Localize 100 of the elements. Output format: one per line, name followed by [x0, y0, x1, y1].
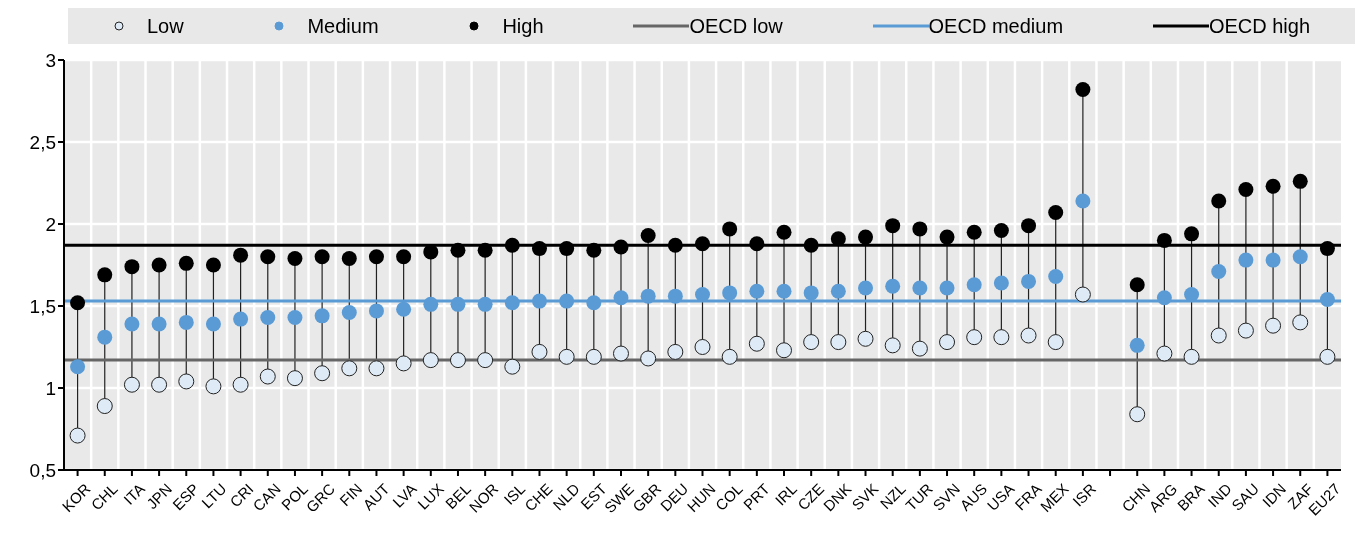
- point: [1020, 327, 1037, 344]
- y-tick-label: 2: [45, 213, 56, 235]
- point: [1047, 334, 1064, 351]
- point: [396, 301, 412, 317]
- point: [1075, 82, 1091, 98]
- y-tick-label: 0,5: [29, 459, 56, 481]
- point: [857, 330, 874, 347]
- point: [966, 277, 982, 293]
- point: [314, 249, 330, 265]
- point: [939, 334, 956, 351]
- legend-label: OECD medium: [928, 14, 1064, 38]
- point: [504, 358, 521, 375]
- y-tick-label: 2,5: [29, 131, 56, 153]
- point: [1265, 178, 1281, 194]
- point: [531, 343, 548, 360]
- point: [776, 283, 792, 299]
- point: [1129, 337, 1145, 353]
- point: [558, 348, 575, 365]
- point: [776, 342, 793, 359]
- point: [694, 339, 711, 355]
- point: [1184, 226, 1200, 242]
- point: [613, 290, 629, 306]
- point: [1021, 273, 1037, 289]
- point: [748, 335, 765, 352]
- point: [776, 224, 792, 240]
- point: [504, 237, 520, 253]
- legend-label: Low: [146, 14, 184, 38]
- point: [911, 340, 928, 357]
- point: [1021, 218, 1037, 234]
- point: [830, 283, 846, 299]
- point: [368, 249, 384, 265]
- point: [1075, 193, 1091, 209]
- point: [178, 373, 195, 390]
- point: [477, 352, 494, 369]
- point: [1074, 286, 1091, 303]
- legend-label: High: [502, 14, 544, 38]
- point: [586, 295, 602, 311]
- point: [341, 250, 357, 266]
- point: [287, 250, 303, 266]
- point: [749, 236, 765, 252]
- y-tick-label: 3: [45, 49, 56, 71]
- point: [205, 257, 221, 273]
- point: [884, 337, 901, 354]
- point: [69, 427, 86, 444]
- y-tick-label: 1: [45, 377, 56, 399]
- point: [395, 355, 412, 372]
- point: [450, 242, 466, 258]
- point: [803, 285, 819, 301]
- point: [97, 267, 113, 283]
- point: [368, 360, 385, 377]
- point: [1237, 322, 1254, 339]
- point: [341, 305, 357, 321]
- point: [423, 244, 439, 260]
- point: [124, 259, 140, 275]
- point: [286, 370, 303, 387]
- point: [966, 329, 983, 346]
- point: [803, 334, 820, 351]
- point: [1238, 252, 1254, 268]
- point: [205, 316, 221, 332]
- point: [939, 229, 955, 245]
- point: [151, 257, 167, 273]
- point: [1156, 290, 1172, 306]
- point: [368, 303, 384, 319]
- point: [803, 237, 819, 253]
- point: [504, 295, 520, 311]
- point: [1265, 317, 1282, 334]
- point: [151, 376, 168, 393]
- point: [1156, 232, 1172, 248]
- point: [233, 247, 249, 263]
- y-tick-label: 1,5: [29, 295, 56, 317]
- point: [695, 236, 710, 252]
- point: [531, 241, 547, 257]
- point: [830, 334, 847, 351]
- point: [559, 241, 575, 257]
- point: [749, 283, 765, 299]
- point: [96, 398, 113, 415]
- point: [585, 348, 602, 365]
- point: [70, 359, 86, 375]
- point: [1210, 327, 1227, 344]
- point: [993, 275, 1009, 291]
- point: [205, 378, 222, 395]
- point: [1129, 277, 1145, 293]
- point: [1156, 345, 1173, 362]
- point: [912, 221, 928, 237]
- point: [640, 227, 656, 243]
- point: [151, 316, 167, 332]
- point: [1238, 182, 1254, 198]
- point: [341, 360, 358, 377]
- point: [1265, 252, 1281, 268]
- point: [1319, 348, 1336, 365]
- point: [314, 365, 331, 382]
- point: [885, 218, 901, 234]
- point: [1211, 193, 1227, 209]
- point: [966, 224, 982, 240]
- point: [260, 309, 276, 325]
- point: [449, 352, 466, 369]
- point: [1129, 406, 1146, 423]
- point: [531, 293, 547, 309]
- point: [721, 348, 738, 365]
- point: [885, 278, 901, 294]
